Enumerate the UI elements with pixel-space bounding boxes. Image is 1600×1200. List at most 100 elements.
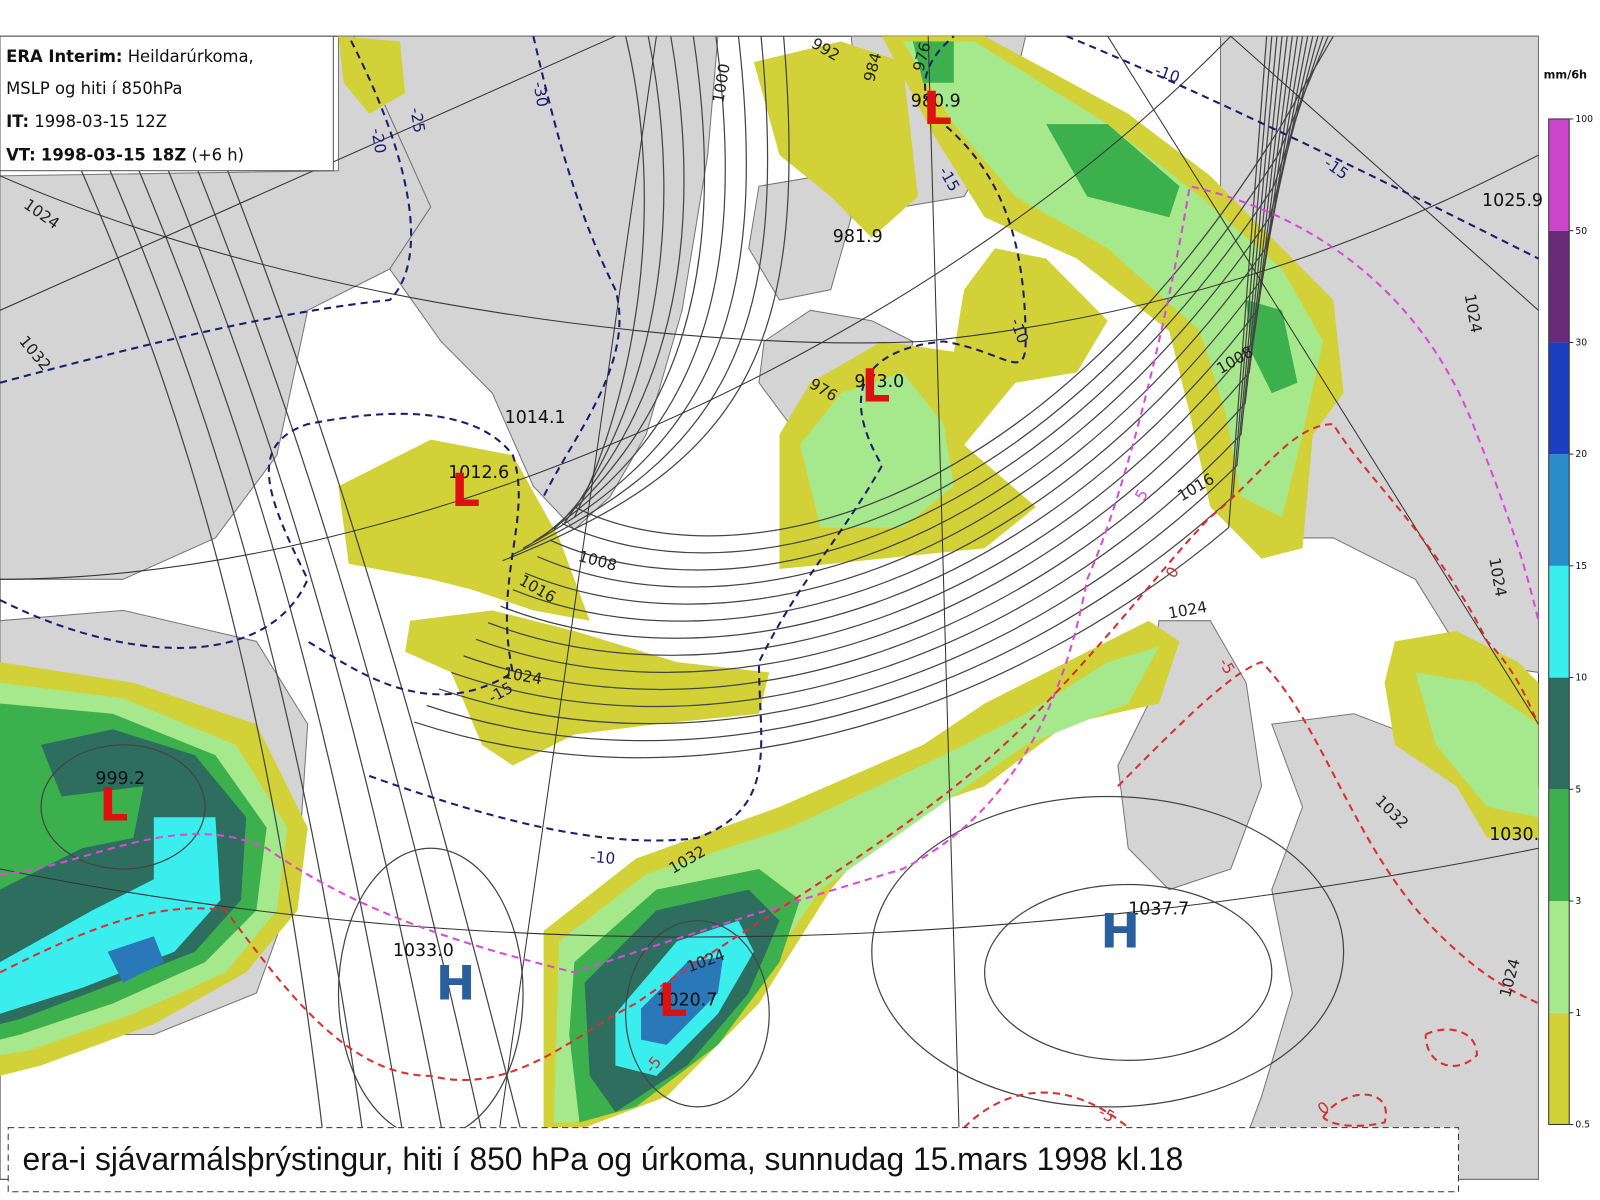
precip-area: [338, 439, 590, 621]
isotherm: [0, 412, 520, 696]
colorbar-tick-label: 50: [1575, 226, 1587, 237]
isotherm: [0, 184, 1540, 974]
isobar: [532, 36, 726, 543]
caption-box: era-i sjávarmálsþrýstingur, hiti í 850 h…: [7, 1127, 1459, 1193]
center-value: 1033.0: [393, 941, 454, 961]
colorbar-tick-label: 1: [1575, 1008, 1581, 1019]
isobar: [512, 36, 769, 556]
colorbar-tick-label: 5: [1575, 784, 1581, 795]
header-text: MSLP og hiti í 850hPa: [6, 79, 182, 98]
isotherm: [368, 35, 1027, 842]
isobar: [984, 883, 1273, 1061]
isobar: [574, 35, 1334, 537]
isotherm-label: -10: [589, 848, 616, 868]
center-value: 1030.: [1489, 825, 1539, 845]
precip-area: [338, 36, 406, 114]
colorbar-tick-label: 10: [1575, 673, 1587, 684]
header-text: 1998-03-15 12Z: [34, 112, 167, 131]
center-symbol: L: [658, 974, 687, 1027]
center-value: 1037.7: [1128, 899, 1189, 919]
header-box: ERA Interim: Heildarúrkoma, MSLP og hiti…: [0, 35, 334, 172]
precip-area: [641, 956, 724, 1045]
colorbar-tick-label: 15: [1575, 561, 1587, 572]
isotherm: [0, 423, 1540, 1081]
header-text: 1998-03-15 18Z: [41, 145, 186, 164]
center-symbol: L: [862, 359, 891, 412]
isobar: [414, 36, 1268, 759]
isobar: [40, 744, 206, 870]
isobar: [173, 35, 534, 1180]
isotherm-label: -25: [406, 106, 428, 134]
isobar: [563, 36, 665, 524]
precip-area: [1415, 672, 1539, 818]
colorbar-band: [1548, 901, 1570, 1013]
graticule: [491, 36, 657, 1180]
header-line: VT: 1998-03-15 18Z (+6 h): [6, 145, 244, 164]
precip-area: [800, 372, 954, 528]
isobar: [502, 36, 790, 562]
graticule: [0, 847, 1539, 938]
colorbar-band: [1548, 454, 1570, 566]
center-value: 973.0: [854, 372, 904, 392]
center-value: 981.9: [833, 227, 883, 247]
center-symbol: L: [99, 778, 128, 831]
precip-area: [0, 817, 221, 1014]
graticule: [0, 35, 1232, 580]
isotherm: [532, 35, 621, 498]
isobar: [451, 36, 1283, 708]
header-text: (+6 h): [191, 145, 244, 164]
isobar: [625, 920, 770, 1108]
colorbar-band: [1548, 118, 1570, 231]
header-background: [0, 35, 334, 172]
isobar: [561, 35, 1329, 554]
center-value: 1012.6: [448, 463, 509, 483]
isotherm: [1066, 35, 1539, 260]
isobar: [475, 36, 1293, 673]
isobar: [522, 36, 747, 549]
precip-area: [902, 41, 1324, 518]
colorbar-unit: mm/6h: [1544, 68, 1588, 82]
isobar: [438, 36, 1278, 725]
isobar: [426, 36, 1273, 742]
colorbar-tick-label: 20: [1575, 449, 1587, 460]
precip-area: [405, 610, 770, 766]
temperature-lines: [0, 35, 1540, 1129]
colorbar-band: [1548, 789, 1570, 902]
center-value: 999.2: [95, 769, 145, 789]
isobar: [463, 36, 1288, 691]
precip-area: [753, 41, 918, 238]
precip-area: [912, 41, 1298, 394]
colorbar-tick-label: 3: [1575, 896, 1581, 907]
colorbar-band: [1548, 230, 1570, 343]
center-value: 980.9: [911, 91, 961, 111]
isotherm-label: -30: [529, 80, 551, 108]
colorbar: mm/6h 0.5 1 3 5 10 15 20 30 50 100: [1544, 68, 1594, 1131]
colorbar-band: [1548, 1012, 1570, 1125]
isobar: [871, 795, 1345, 1108]
isotherm-label: -20: [367, 127, 389, 155]
graticule: [0, 154, 1539, 344]
isobar: [549, 36, 1324, 571]
caption: era-i sjávarmálsþrýstingur, hiti í 850 h…: [23, 1141, 1184, 1177]
pressure-centers: 980.9 L 981.9 973.0 L 1014.1 1012.6 L 99…: [95, 82, 1543, 1027]
caption-frame: [7, 1127, 1459, 1193]
colorbar-tick-label: 30: [1575, 337, 1587, 348]
precip-area: [107, 936, 165, 983]
colorbar-tick-label: 0.5: [1575, 1120, 1590, 1131]
colorbar-frame: [1548, 118, 1570, 1125]
header-text: Heildarúrkoma,: [128, 47, 254, 66]
center-symbol: H: [1101, 904, 1140, 959]
isobar: [553, 36, 685, 531]
colorbar-band: [1548, 677, 1570, 790]
center-symbol: L: [923, 82, 952, 135]
isotherm: [1117, 660, 1539, 1005]
isobar: [524, 36, 1314, 605]
center-symbol: H: [436, 956, 475, 1011]
colorbar-band: [1548, 565, 1570, 678]
isobar: [543, 36, 706, 537]
center-symbol: L: [451, 464, 480, 517]
isobar: [500, 36, 1304, 639]
center-value: 1025.9: [1482, 191, 1543, 211]
precip-layer: [0, 36, 1539, 1128]
